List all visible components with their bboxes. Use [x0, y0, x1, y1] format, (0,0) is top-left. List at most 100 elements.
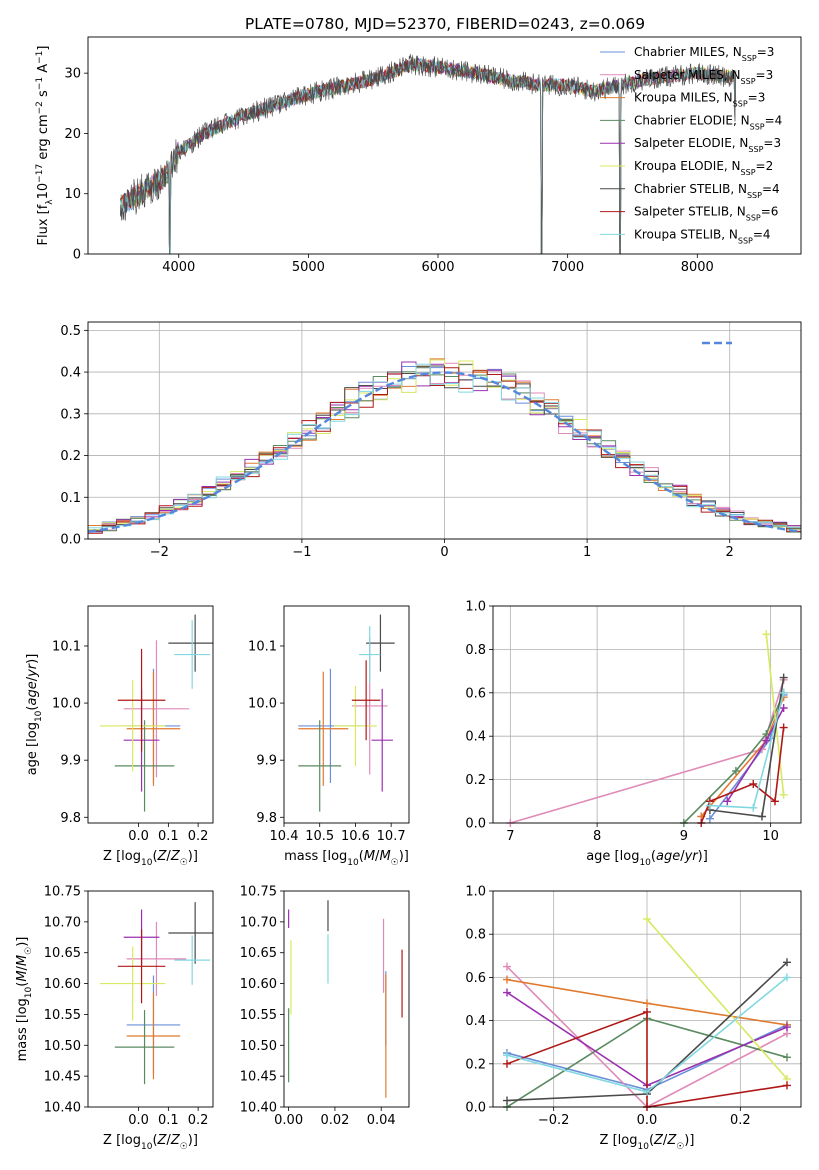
label-part: (: [25, 706, 40, 711]
y-tick-label: 10.65: [44, 946, 81, 961]
legend-entry: Chabrier MILES, NSSP=3: [634, 45, 774, 63]
y-tick-label: 10: [64, 187, 81, 202]
y-tick-label: 10.40: [240, 1101, 277, 1116]
y-tick-label: 0.8: [465, 643, 486, 658]
label-part: /: [166, 849, 171, 864]
weight-line-kroupa-elodie: [646, 918, 788, 1080]
label-part: (: [152, 849, 157, 864]
label-part: ☉: [24, 947, 34, 955]
x-tick-label: 10.5: [305, 829, 334, 844]
label-part: 10: [639, 858, 651, 868]
weight-line-salpeter-stelib: [506, 1010, 788, 1107]
weight-marker-salpeter-elodie: [779, 703, 788, 712]
spectrum-line-salpeter-stelib: [120, 58, 737, 254]
label-part: Z [log: [600, 1133, 638, 1148]
axes-frame: [87, 321, 802, 540]
x-tick-label: 0.1: [158, 1113, 179, 1128]
legend-entry: Kroupa ELODIE, NSSP=2: [634, 159, 773, 177]
weight-marker-kroupa-stelib: [749, 803, 758, 812]
weight-marker-kroupa-stelib: [783, 973, 791, 982]
label-part: 10: [36, 183, 51, 200]
y-tick-label: 0.2: [465, 773, 486, 788]
y-axis-label: mass [log10(M/M☉)]: [15, 937, 34, 1062]
weight-marker-salpeter-stelib: [643, 1007, 651, 1016]
histogram-kroupa-stelib: [88, 363, 801, 537]
weight-marker-kroupa-stelib: [643, 1087, 651, 1096]
legend-n: =3: [763, 136, 781, 150]
y-tick-label: 0.3: [60, 407, 81, 422]
label-part: 10: [141, 1142, 153, 1152]
y-tick-label: 10.65: [240, 946, 277, 961]
y-tick-label: 10.45: [240, 1070, 277, 1085]
x-tick-label: −2: [150, 545, 169, 560]
weight-marker-kroupa-stelib: [503, 1051, 511, 1060]
label-part: Z: [653, 1133, 664, 1148]
x-tick-label: 0.2: [188, 1113, 209, 1128]
weight-marker-salpeter-elodie: [723, 797, 732, 806]
weight-line-kroupa-elodie: [765, 634, 785, 795]
label-part: )]: [684, 1133, 694, 1148]
legend-n: =2: [756, 159, 774, 173]
y-tick-label: 10.45: [44, 1070, 81, 1085]
y-tick-label: 10.70: [44, 915, 81, 930]
x-tick-label: 0.02: [320, 1113, 349, 1128]
y-tick-label: 10.60: [44, 977, 81, 992]
label-part: M: [364, 849, 375, 864]
y-axis-label: Flux [fλ10−17 erg cm−2 s−1 A−1]: [35, 46, 55, 246]
y-tick-label: 10.75: [44, 885, 81, 900]
label-part: −1: [35, 77, 45, 90]
y-tick-label: 9.9: [256, 754, 277, 769]
mass-vs-reddening-panel: 0.00 0.02 0.04 10.40 10.45 10.50 10.55 10.60 10.…: [240, 885, 410, 1128]
label-part: 10: [24, 986, 34, 998]
y-tick-label: 10.70: [240, 915, 277, 930]
label-part: −2: [35, 101, 45, 114]
weight-marker-salpeter-stelib: [749, 779, 758, 788]
weight-marker-salpeter-stelib: [770, 797, 779, 806]
x-tick-label: 5000: [292, 260, 325, 275]
label-part: 10: [347, 858, 359, 868]
label-part: −1: [35, 51, 45, 64]
label-part: /: [25, 676, 40, 681]
y-tick-label: 10.75: [240, 885, 277, 900]
label-part: /: [663, 1133, 668, 1148]
x-tick-label: 0.00: [274, 1113, 303, 1128]
weight-marker-salpeter-stelib: [779, 723, 788, 732]
normal-reference-curve: [88, 371, 801, 533]
weight-marker-salpeter-elodie: [762, 736, 771, 745]
y-tick-label: 0.2: [465, 1057, 486, 1072]
legend-sub: SSP: [741, 168, 756, 177]
legend-n: =3: [748, 91, 766, 105]
x-tick-label: 10.4: [270, 829, 299, 844]
y-tick-label: 10.60: [240, 977, 277, 992]
mass-vs-metallicity-panel: 0.0 0.1 0.2 10.40 10.45 10.50 10.55 10.60 10.65 1…: [15, 885, 214, 1152]
label-part: Z [log: [103, 1133, 141, 1148]
label-part: (: [152, 1133, 157, 1148]
y-tick-label: 9.9: [60, 754, 81, 769]
label-part: /: [375, 849, 380, 864]
legend-entry: Salpeter ELODIE, NSSP=3: [634, 136, 781, 154]
label-part: Z: [170, 849, 181, 864]
legend-label: Salpeter STELIB, N: [634, 205, 746, 219]
spectrum-line-chabrier-miles: [120, 57, 737, 254]
label-part: 10: [141, 858, 153, 868]
y-tick-label: 1.0: [465, 600, 486, 615]
y-tick-label: 0.6: [465, 971, 486, 986]
y-tick-label: 0.6: [465, 686, 486, 701]
x-tick-label: 8000: [681, 260, 714, 275]
x-tick-label: 2: [726, 545, 734, 560]
y-axis-label: age [log10(age/yr)]: [25, 654, 44, 776]
legend-sub: SSP: [733, 99, 748, 108]
x-tick-label: 10.6: [341, 829, 370, 844]
weight-marker-chabrier-stelib: [783, 958, 791, 967]
x-axis-label: Z [log10(Z/Z☉)]: [103, 1133, 198, 1152]
x-tick-label: 8: [593, 829, 601, 844]
y-tick-label: 0.2: [60, 449, 81, 464]
label-part: (: [651, 849, 656, 864]
histogram-salpeter-stelib: [88, 367, 801, 534]
legend-label: Kroupa ELODIE, N: [634, 159, 741, 173]
label-part: M: [15, 955, 30, 966]
weight-marker-kroupa-elodie: [643, 915, 651, 924]
label-part: )]: [25, 654, 40, 664]
label-part: yr: [684, 849, 700, 864]
y-tick-label: 0.4: [465, 1014, 486, 1029]
